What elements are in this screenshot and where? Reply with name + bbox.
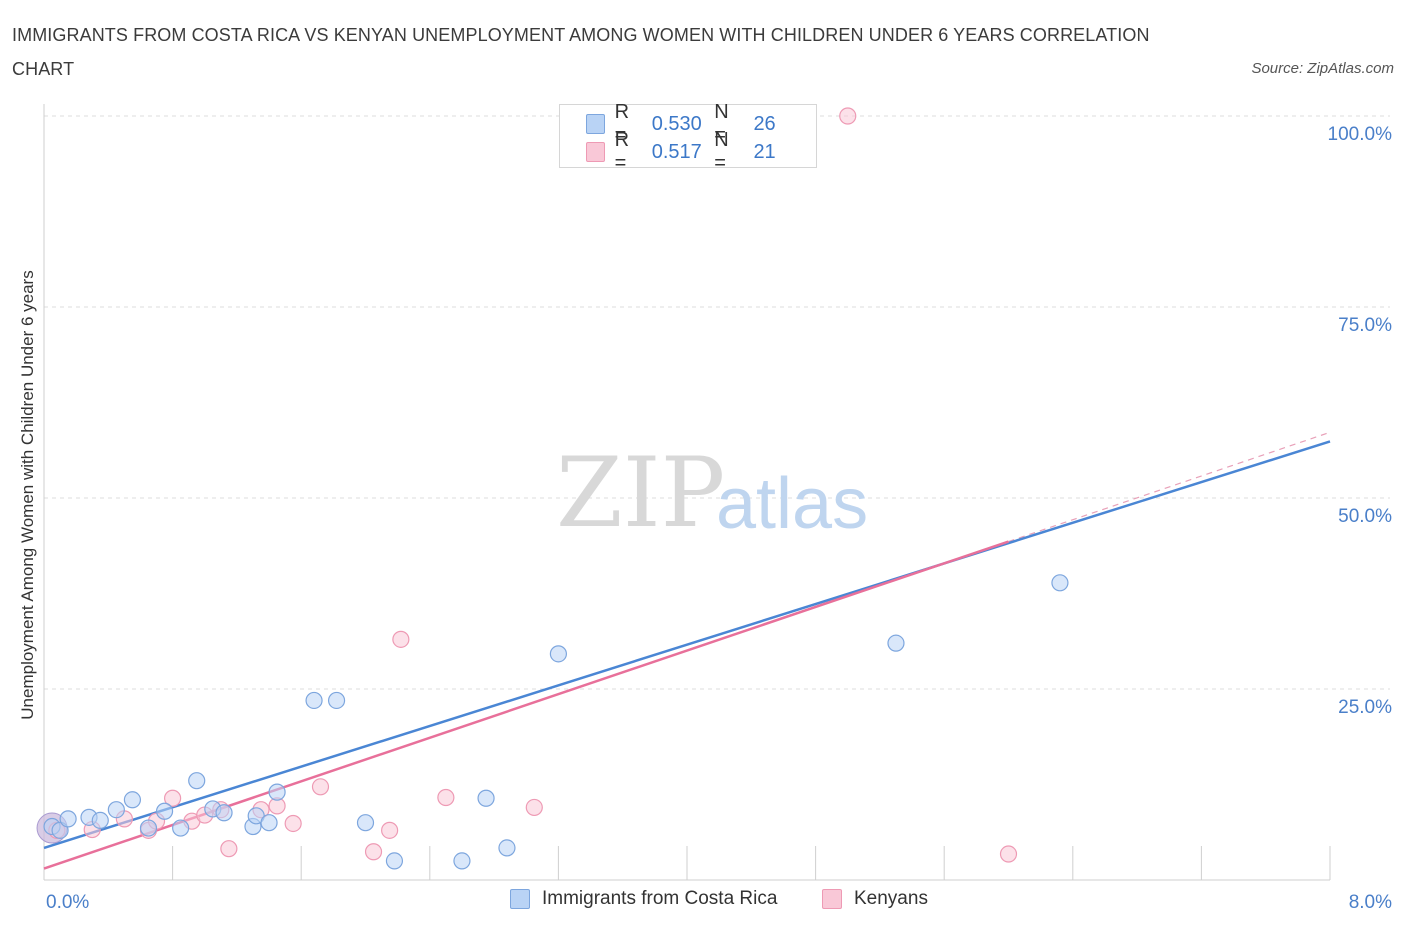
kenyans-point xyxy=(525,798,543,817)
pink-swatch xyxy=(586,142,605,162)
legend-item-costa-rica: Immigrants from Costa Rica xyxy=(510,888,777,910)
costa-rica-point xyxy=(1051,574,1069,592)
kenyans-point xyxy=(381,821,399,839)
costa-rica-point xyxy=(139,819,158,837)
costa-rica-point xyxy=(356,814,375,832)
costa-rica-point xyxy=(498,839,516,857)
kenyans-point xyxy=(220,840,238,858)
kenyans-point xyxy=(437,788,455,807)
legend-label: Immigrants from Costa Rica xyxy=(542,888,778,909)
kenyans-point xyxy=(311,778,330,796)
watermark: ZIP atlas xyxy=(556,437,868,549)
chart-title: IMMIGRANTS FROM COSTA RICA VS KENYAN UNE… xyxy=(12,25,1150,79)
costa-rica-point xyxy=(215,804,233,822)
legend-row-costa-rica: R = 0.530 N = 26 xyxy=(586,101,816,146)
costa-rica-point xyxy=(887,634,905,652)
legend-label: Kenyans xyxy=(854,888,928,909)
kenyans-point xyxy=(284,814,302,833)
costa-rica-point xyxy=(453,852,471,870)
n-label: N = xyxy=(714,129,729,174)
series-legend: Immigrants from Costa Rica Kenyans xyxy=(0,888,1406,916)
costa-rica-point xyxy=(59,810,77,828)
pink-swatch xyxy=(822,889,842,909)
kenyans-point xyxy=(164,789,182,807)
costa-rica-point xyxy=(188,772,206,790)
legend-row-kenyans: R = 0.517 N = 21 xyxy=(586,129,816,174)
axis-ticks: 25.0% 50.0% 75.0% 100.0% 0.0% 8.0% xyxy=(46,124,1392,913)
kenyans-point xyxy=(392,630,410,648)
x-tick-label: 0.0% xyxy=(46,892,89,913)
costa-rica-point xyxy=(123,791,142,809)
n-value: 21 xyxy=(753,140,776,163)
source-label: Source: ZipAtlas.com xyxy=(1251,60,1394,77)
costa-rica-point xyxy=(155,802,174,820)
costa-rica-point xyxy=(91,811,109,830)
costa-rica-point xyxy=(268,783,286,801)
y-tick-label: 25.0% xyxy=(1338,697,1392,718)
y-tick-label: 50.0% xyxy=(1338,506,1392,527)
n-label: N = xyxy=(714,101,729,146)
costa-rica-point xyxy=(260,814,278,832)
r-label: R = xyxy=(614,129,630,174)
data-points xyxy=(36,107,1069,870)
costa-rica-point xyxy=(477,789,495,807)
kenyans-point xyxy=(839,107,857,125)
legend-item-kenyans: Kenyans xyxy=(822,888,928,910)
r-value: 0.517 xyxy=(651,140,702,163)
kenyans-trend-extension xyxy=(1008,431,1331,543)
r-label: R = xyxy=(614,101,630,146)
r-value: 0.530 xyxy=(651,112,702,135)
costa-rica-point xyxy=(549,645,568,663)
kenyans-point xyxy=(999,845,1018,863)
costa-rica-point xyxy=(107,801,125,819)
costa-rica-point xyxy=(305,691,323,710)
x-tick-label: 8.0% xyxy=(1349,892,1392,913)
watermark-atlas: atlas xyxy=(716,464,868,544)
costa-rica-point xyxy=(172,819,190,837)
blue-swatch xyxy=(510,889,530,909)
y-tick-label: 100.0% xyxy=(1328,124,1393,145)
costa-rica-point xyxy=(327,691,346,710)
correlation-legend: R = 0.530 N = 26 R = 0.517 N = 21 xyxy=(559,101,817,174)
costa-rica-trend-line xyxy=(43,440,1331,850)
costa-rica-point xyxy=(385,852,404,870)
n-value: 26 xyxy=(753,112,776,135)
kenyans-point xyxy=(364,843,383,861)
blue-swatch xyxy=(586,114,605,134)
watermark-zip: ZIP xyxy=(556,437,725,549)
y-tick-label: 75.0% xyxy=(1338,315,1392,336)
